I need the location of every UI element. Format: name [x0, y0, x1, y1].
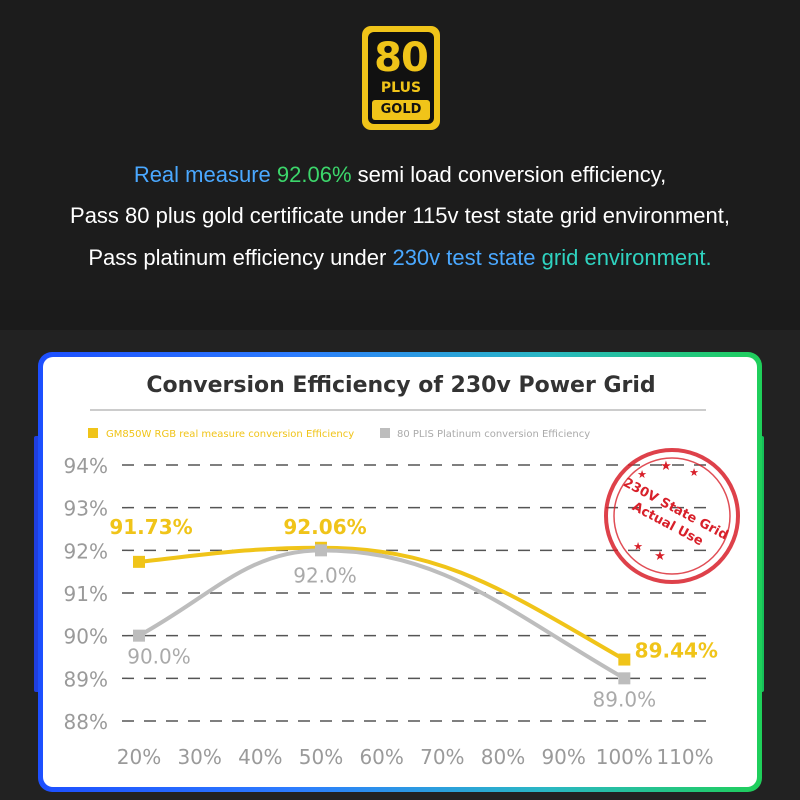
headline-line-2: Pass 80 plus gold certificate under 115v… [70, 203, 730, 228]
x-axis-ticks: 20% 30% 40% 50% 60% 70% 80% 90% 100% 110% [117, 745, 714, 769]
y-tick-label: 93% [64, 497, 108, 521]
data-label: 92.0% [293, 563, 357, 587]
series-line-1 [138, 548, 626, 681]
legend-swatch-gray [380, 428, 390, 438]
legend-label-gold: GM850W RGB real measure conversion Effic… [106, 429, 354, 440]
x-tick-label: 30% [177, 745, 221, 769]
legend-label-gray: 80 PLIS Platinum conversion Efficiency [397, 429, 590, 440]
y-tick-label: 90% [64, 625, 108, 649]
data-label: 90.0% [127, 645, 191, 669]
data-label: 92.06% [283, 515, 366, 539]
chart-frame [38, 352, 762, 792]
headline-1-b: 92.06% [276, 162, 352, 187]
data-label: 89.44% [635, 639, 718, 663]
y-tick-label: 94% [64, 454, 108, 478]
y-axis-ticks: 94% 93% 92% 91% 90% 89% 88% [64, 454, 108, 734]
headline-3-a: Pass platinum efficiency under [88, 245, 393, 270]
80-plus-gold-badge: 80 PLUS GOLD [362, 26, 440, 130]
x-tick-label: 50% [299, 745, 343, 769]
x-tick-label: 70% [420, 745, 464, 769]
y-tick-label: 89% [64, 667, 108, 691]
series-line-0 [138, 545, 626, 662]
data-label: 91.73% [109, 515, 192, 539]
chart-title: Conversion Efficiency of 230v Power Grid [146, 373, 655, 398]
legend-swatch-gold [88, 428, 98, 438]
headline-line-3: Pass platinum efficiency under 230v test… [0, 245, 800, 271]
stamp-outer-ring [604, 448, 740, 584]
x-tick-label: 20% [117, 745, 161, 769]
grid [122, 464, 706, 722]
headline-line-1: Real measure 92.06% semi load conversion… [0, 162, 800, 188]
data-point [133, 555, 145, 568]
stamp-star-1: ★ [637, 468, 647, 481]
stamp-star-5: ★ [654, 549, 666, 564]
x-tick-label: 60% [359, 745, 403, 769]
data-point [618, 653, 631, 666]
badge-inner: 80 PLUS GOLD [368, 32, 434, 124]
y-tick-label: 92% [64, 539, 108, 563]
series-group: 91.73% 92.06% 89.44% 90.0% 92.0% 89.0% [109, 515, 718, 712]
data-point [315, 544, 327, 557]
badge-grade: GOLD [372, 100, 430, 120]
stamp-star-3: ★ [689, 466, 699, 479]
data-label: 89.0% [593, 687, 657, 711]
x-tick-label: 90% [541, 745, 585, 769]
y-tick-label: 91% [64, 582, 108, 606]
data-point [133, 629, 145, 642]
badge-number: 80 [374, 35, 429, 81]
stamp-seal: ★ ★ ★ ★ ★ 230V State Grid Actual Use [604, 448, 740, 584]
data-point [618, 672, 631, 685]
stamp-star-4: ★ [633, 540, 643, 553]
x-tick-label: 100% [596, 745, 653, 769]
badge-plus: PLUS [380, 80, 422, 96]
x-tick-label: 110% [656, 745, 713, 769]
y-tick-label: 88% [64, 710, 108, 734]
headline-1-c: semi load conversion efficiency, [351, 162, 667, 187]
stamp-star-2: ★ [660, 459, 672, 474]
chart-legend: GM850W RGB real measure conversion Effic… [88, 428, 590, 440]
headline-3-c: grid environment. [541, 245, 712, 270]
x-tick-label: 80% [481, 745, 525, 769]
headline-3-b: 230v test state [392, 245, 542, 270]
headline-1-a: Real measure [133, 162, 277, 187]
stamp-inner-ring [613, 457, 731, 575]
x-tick-label: 40% [238, 745, 282, 769]
header-area: 80 PLUS GOLD Real measure 92.06% semi lo… [0, 0, 800, 300]
